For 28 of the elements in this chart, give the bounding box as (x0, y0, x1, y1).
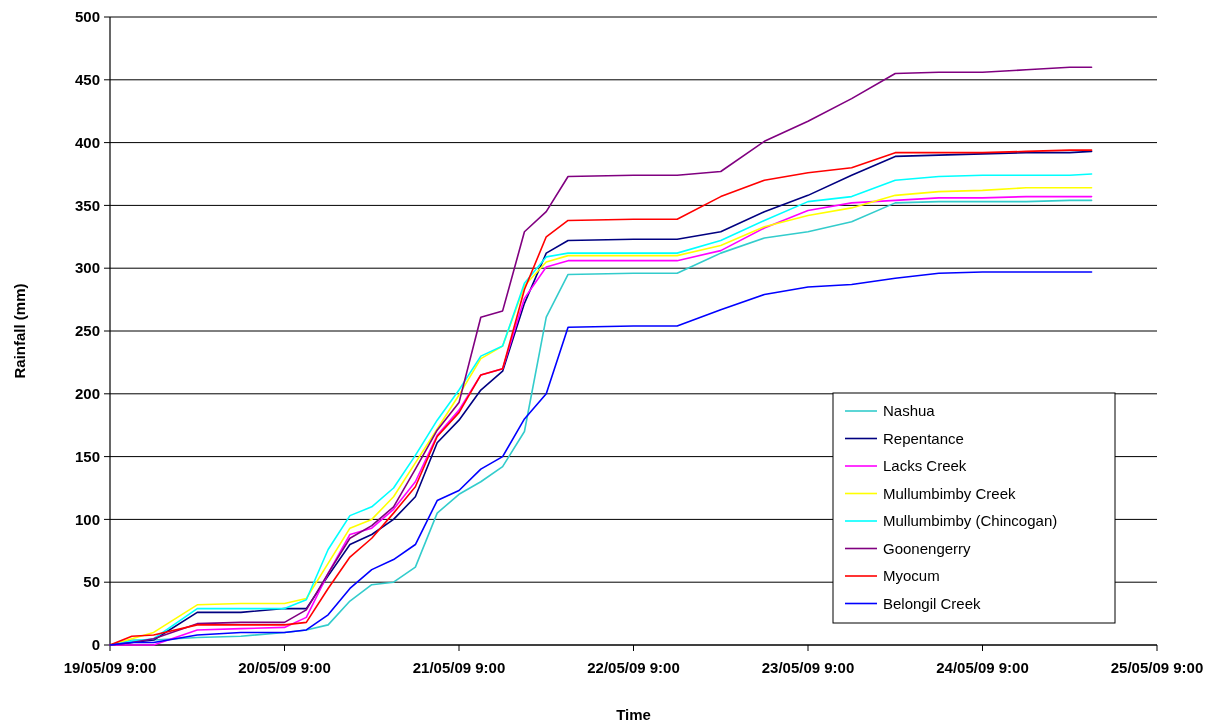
legend-label: Mullumbimby (Chincogan) (883, 512, 1058, 530)
y-tick-label: 350 (74, 196, 100, 214)
x-tick-label: 19/05/09 9:00 (63, 659, 157, 676)
y-tick-label: 400 (74, 133, 100, 151)
legend-label: Goonengerry (883, 539, 972, 557)
y-tick-label: 100 (74, 510, 100, 528)
legend-label: Belongil Creek (883, 594, 982, 612)
y-axis-title: Rainfall (mm) (11, 283, 28, 379)
x-tick-label: 23/05/09 9:00 (761, 659, 855, 676)
x-tick-label: 20/05/09 9:00 (238, 659, 331, 676)
legend-label: Nashua (883, 402, 936, 420)
legend-label: Lacks Creek (883, 457, 967, 475)
y-tick-label: 250 (74, 322, 100, 340)
x-tick-label: 24/05/09 9:00 (936, 659, 1029, 676)
x-tick-label: 25/05/09 9:00 (1110, 659, 1204, 676)
legend-label: Repentance (883, 429, 964, 447)
y-tick-label: 50 (83, 573, 100, 591)
x-tick-label: 22/05/09 9:00 (587, 659, 680, 676)
x-axis-title: Time (616, 706, 651, 723)
y-tick-label: 500 (74, 8, 100, 26)
y-tick-label: 450 (74, 71, 100, 89)
y-tick-label: 0 (91, 636, 100, 654)
y-tick-label: 300 (74, 259, 100, 277)
y-tick-label: 200 (74, 385, 100, 403)
legend-label: Myocum (883, 567, 940, 585)
x-tick-label: 21/05/09 9:00 (412, 659, 506, 676)
legend-label: Mullumbimby Creek (883, 484, 1017, 502)
y-tick-label: 150 (74, 447, 100, 465)
